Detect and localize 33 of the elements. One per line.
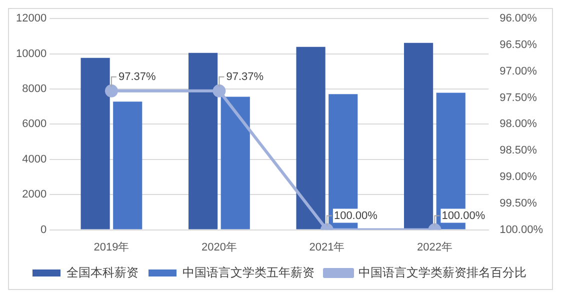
legend-label: 中国语言文学类薪资排名百分比 (358, 265, 526, 280)
data-label: 100.00% (442, 210, 486, 222)
y-tick-label: 6000 (22, 118, 47, 130)
y2-tick-label: 99.50% (500, 197, 538, 210)
x-tick-label: 2020年 (201, 241, 237, 254)
y2-tick-label: 97.00% (500, 65, 538, 78)
y-tick-label: 8000 (22, 83, 47, 96)
y2-tick-label: 98.00% (500, 118, 538, 130)
bar (113, 102, 142, 230)
y-tick-label: 2000 (22, 188, 47, 201)
legend-label: 中国语言文学类五年薪资 (182, 265, 314, 280)
bar (188, 52, 218, 230)
y2-tick-label: 96.50% (500, 39, 538, 52)
bar (296, 46, 326, 230)
data-label: 97.37% (118, 70, 156, 83)
y-tick-label: 4000 (22, 153, 47, 166)
bar (404, 42, 434, 230)
y-tick-label: 12000 (16, 12, 47, 25)
bar (220, 96, 250, 230)
y-tick-label: 10000 (16, 48, 47, 60)
y2-tick-label: 96.00% (500, 12, 538, 25)
data-label: 100.00% (334, 210, 378, 222)
x-tick-label: 2022年 (416, 241, 452, 254)
bar (80, 58, 110, 230)
y2-tick-label: 97.50% (500, 92, 538, 104)
y2-tick-label: 98.50% (500, 144, 538, 157)
y2-tick-label: 99.00% (500, 171, 538, 184)
x-tick-label: 2019年 (94, 241, 130, 254)
data-label: 97.37% (226, 70, 264, 83)
y2-tick-label: 100.00% (500, 224, 544, 236)
legend-label: 全国本科薪资 (66, 265, 138, 280)
y-tick-label: 0 (40, 224, 47, 236)
x-tick-label: 2021年 (309, 241, 345, 254)
